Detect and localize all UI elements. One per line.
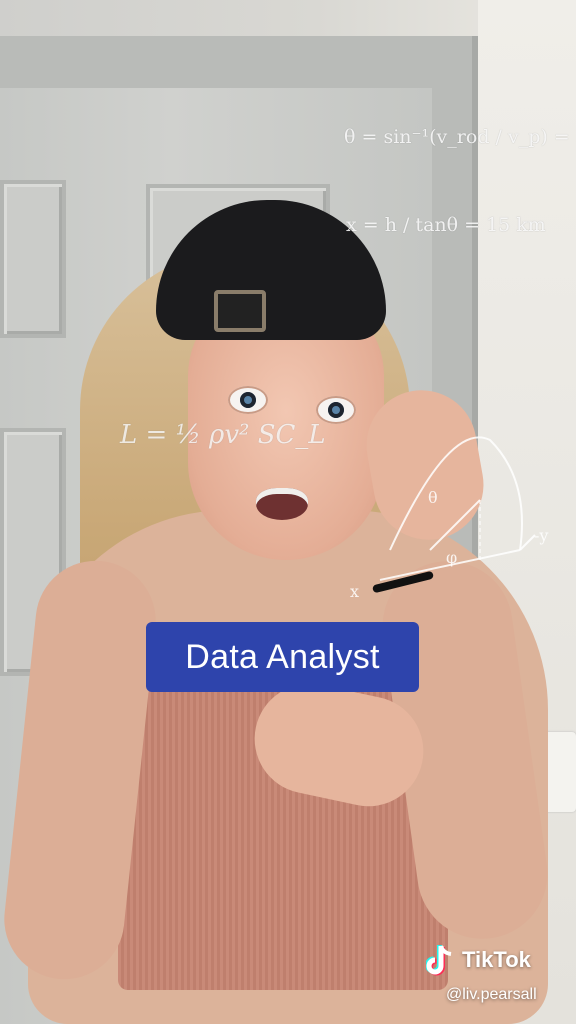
left-eye <box>228 386 268 414</box>
door-panel <box>0 180 66 338</box>
diagram-label-x: x <box>350 582 359 601</box>
diagram-label-theta: θ <box>428 488 438 507</box>
tiktok-watermark: TikTok <box>426 940 566 980</box>
math-equation-sine: θ = sin⁻¹(v_rod / v_p) = sin⁻¹(1 / M) <box>344 126 576 148</box>
tiktok-brand-text: TikTok <box>462 947 531 973</box>
tiktok-note-icon <box>426 943 456 977</box>
caption-banner: Data Analyst <box>146 622 419 692</box>
math-equation-distance: x = h / tanθ = 15 km <box>346 214 546 236</box>
mouth <box>256 488 308 520</box>
caption-text: Data Analyst <box>185 638 380 677</box>
diagram-label-neg-y: -y <box>534 526 548 545</box>
diagram-label-phi: φ <box>446 548 457 567</box>
math-equation-lift: L = ½ ρv² SC_L <box>120 420 326 450</box>
geometry-diagram <box>370 400 570 610</box>
creator-handle: @liv.pearsall <box>446 986 566 1004</box>
cap-strap-buckle <box>214 290 266 332</box>
